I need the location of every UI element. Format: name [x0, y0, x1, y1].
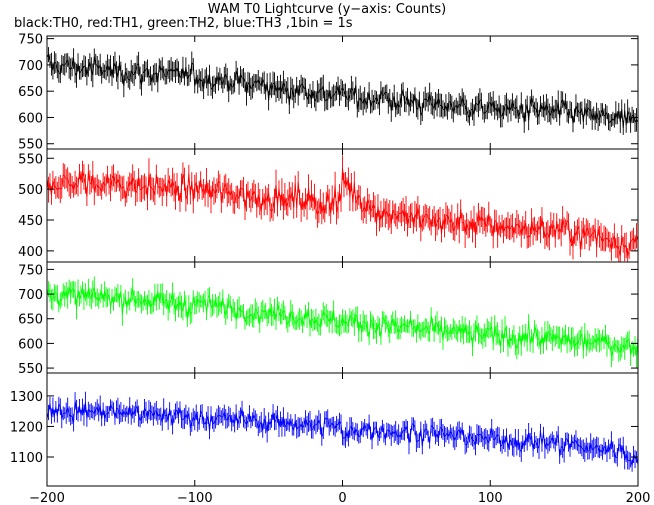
x-tick-label: 200 — [626, 491, 651, 505]
y-tick-label: 650 — [18, 85, 43, 100]
x-tick-label: 100 — [478, 491, 503, 505]
y-tick-label: 550 — [18, 152, 43, 167]
y-tick-label: 400 — [18, 245, 43, 260]
x-tick-label: −100 — [177, 491, 213, 505]
series-th1-line — [47, 167, 638, 256]
chart-title: WAM T0 Lightcurve (y−axis: Counts) — [207, 2, 447, 17]
y-tick-label: 650 — [18, 313, 43, 328]
y-tick-label: 700 — [18, 288, 43, 303]
chart-subtitle: black:TH0, red:TH1, green:TH2, blue:TH3 … — [14, 16, 353, 31]
y-tick-label: 550 — [18, 362, 43, 377]
series-th3 — [47, 391, 638, 472]
series-th2-errorbars — [47, 276, 638, 368]
x-tick-label: 0 — [338, 491, 346, 505]
y-tick-label: 1300 — [10, 390, 43, 405]
series-th0-line — [47, 53, 638, 128]
panel-frame-th3 — [46, 372, 639, 487]
x-tick-label: −200 — [29, 491, 65, 505]
series-th3-errorbars — [47, 391, 638, 472]
series-th1 — [47, 155, 638, 262]
series-th2 — [47, 276, 638, 368]
y-tick-label: 450 — [18, 214, 43, 229]
y-tick-label: 700 — [18, 59, 43, 74]
y-tick-label: 600 — [18, 337, 43, 352]
y-tick-label: 500 — [18, 183, 43, 198]
series-th3-line — [47, 400, 638, 466]
y-tick-label: 550 — [18, 138, 43, 153]
series-th2-line — [47, 286, 638, 357]
y-tick-label: 1200 — [10, 420, 43, 435]
y-tick-label: 750 — [18, 263, 43, 278]
series-th0-errorbars — [47, 47, 638, 135]
series-th0 — [47, 47, 638, 135]
y-tick-label: 1100 — [10, 451, 43, 466]
y-tick-label: 600 — [18, 111, 43, 126]
y-tick-label: 750 — [18, 33, 43, 48]
